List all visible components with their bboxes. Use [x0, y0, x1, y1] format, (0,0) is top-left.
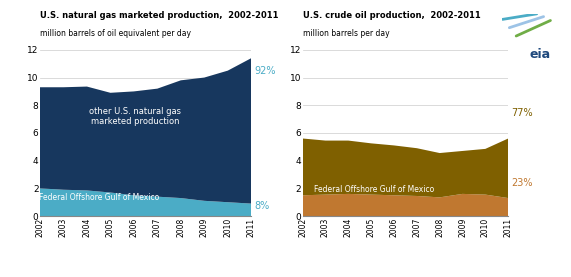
Text: 92%: 92% [254, 66, 276, 76]
Text: million barrels of oil equivalent per day: million barrels of oil equivalent per da… [40, 29, 191, 38]
Text: 8%: 8% [254, 201, 270, 211]
Text: 77%: 77% [511, 108, 533, 118]
Text: Federal Offshore Gulf of Mexico: Federal Offshore Gulf of Mexico [315, 185, 435, 194]
Text: U.S. natural gas marketed production,  2002-2011: U.S. natural gas marketed production, 20… [40, 11, 279, 20]
Text: other U.S. natural gas
marketed production: other U.S. natural gas marketed producti… [89, 107, 181, 126]
Text: million barrels per day: million barrels per day [303, 29, 389, 38]
Text: eia: eia [530, 48, 550, 61]
Text: Federal Offshore Gulf of Mexico: Federal Offshore Gulf of Mexico [39, 193, 159, 202]
Text: other U.S. crude oil production: other U.S. crude oil production [337, 112, 466, 121]
Text: 23%: 23% [511, 178, 533, 188]
Text: U.S. crude oil production,  2002-2011: U.S. crude oil production, 2002-2011 [303, 11, 480, 20]
